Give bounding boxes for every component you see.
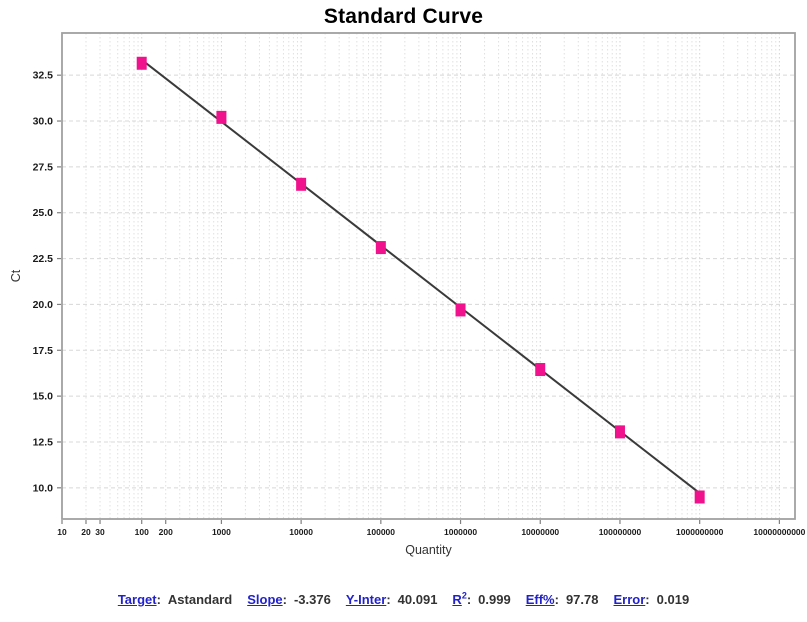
- x-tick-label-1000: 1000: [212, 527, 231, 537]
- stat-error-label[interactable]: Error:: [613, 592, 650, 607]
- x-tick-label-10: 10: [57, 527, 67, 537]
- stat-y-inter-label[interactable]: Y-Inter:: [345, 592, 391, 607]
- x-tick-label-20: 20: [81, 527, 91, 537]
- x-tick-label-30: 30: [95, 527, 105, 537]
- standard-curve-chart: 10 20 30 100 200 1000 10000 100000 1000000 100000…: [9, 32, 806, 557]
- stat-error-value: 0.019: [656, 592, 690, 607]
- stat-y-inter: Y-Inter: 40.091: [346, 592, 438, 607]
- stat-target-label[interactable]: Target:: [117, 592, 161, 607]
- stat-r-squared: R2: 0.999: [452, 590, 511, 607]
- data-point-Astandard-1000000000[interactable]: [694, 490, 705, 504]
- data-point-Astandard-100000[interactable]: [375, 241, 386, 255]
- plot-border: [61, 32, 796, 520]
- y-tick-label-32.5: 32.5: [33, 70, 54, 82]
- data-point-Astandard-100[interactable]: [136, 56, 147, 70]
- stat-slope-value: -3.376: [293, 592, 331, 607]
- x-tick-label-100000000: 100000000: [599, 527, 642, 537]
- stat-slope-label[interactable]: Slope:: [247, 592, 287, 607]
- stat-r-squared-label[interactable]: R2:: [452, 590, 472, 607]
- y-tick-label-12.5: 12.5: [33, 436, 54, 448]
- y-tick-label-15.0: 15.0: [33, 391, 54, 403]
- y-axis-title: Ct: [9, 269, 23, 282]
- x-tick-label-10000000000: 10000000000: [753, 527, 805, 537]
- y-tick-label-27.5: 27.5: [33, 161, 54, 173]
- x-tick-label-10000000: 10000000: [521, 527, 559, 537]
- y-tick-label-30.0: 30.0: [33, 116, 54, 128]
- x-tick-label-200: 200: [159, 527, 173, 537]
- stat-efficiency-label[interactable]: Eff%:: [525, 592, 559, 607]
- data-point-Astandard-1000[interactable]: [216, 110, 227, 124]
- data-point-Astandard-100000000[interactable]: [614, 425, 625, 439]
- stats-bar: Target: Astandard Slope: -3.376 Y-Inter:…: [0, 590, 807, 607]
- y-tick-label-10.0: 10.0: [33, 482, 54, 494]
- regression-line: [141, 59, 701, 494]
- data-point-Astandard-10000[interactable]: [296, 177, 307, 191]
- stat-efficiency-value: 97.78: [565, 592, 599, 607]
- stat-r-squared-value: 0.999: [478, 592, 511, 607]
- stat-efficiency: Eff%: 97.78: [526, 592, 599, 607]
- stat-target: Target: Astandard: [118, 592, 232, 607]
- stat-error: Error: 0.019: [614, 592, 690, 607]
- y-tick-label-20.0: 20.0: [33, 299, 54, 311]
- stat-target-value: Astandard: [167, 592, 233, 607]
- stat-slope: Slope: -3.376: [247, 592, 331, 607]
- y-tick-label-17.5: 17.5: [33, 345, 54, 357]
- x-axis-title: Quantity: [405, 543, 452, 557]
- data-point-Astandard-1000000[interactable]: [455, 303, 466, 317]
- x-tick-label-10000: 10000: [289, 527, 313, 537]
- y-tick-label-22.5: 22.5: [33, 253, 54, 265]
- x-tick-label-100000: 100000: [367, 527, 396, 537]
- data-point-Astandard-10000000[interactable]: [535, 363, 546, 377]
- stat-y-inter-value: 40.091: [397, 592, 438, 607]
- y-tick-label-25.0: 25.0: [33, 207, 54, 219]
- x-tick-label-1000000000: 1000000000: [676, 527, 724, 537]
- x-tick-label-1000000: 1000000: [444, 527, 477, 537]
- x-tick-label-100: 100: [135, 527, 149, 537]
- chart-title: Standard Curve: [323, 5, 484, 28]
